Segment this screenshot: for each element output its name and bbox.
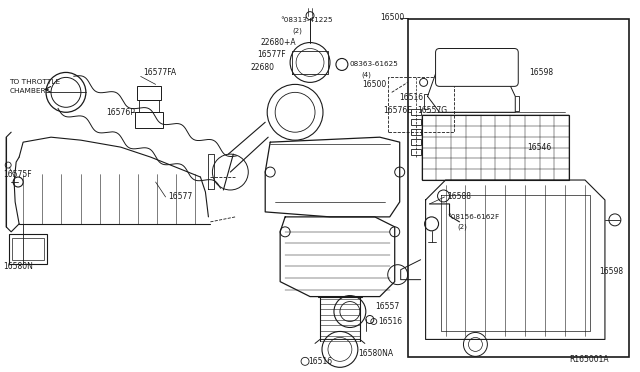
Text: 16516: 16516 bbox=[400, 93, 424, 102]
Text: 16575F: 16575F bbox=[3, 170, 32, 179]
Text: TO THROTTLE: TO THROTTLE bbox=[9, 79, 60, 86]
Text: °08313-41225: °08313-41225 bbox=[280, 17, 333, 23]
Text: 16500: 16500 bbox=[362, 80, 386, 89]
Text: 16516: 16516 bbox=[378, 317, 402, 326]
FancyBboxPatch shape bbox=[436, 48, 518, 86]
Text: 22680+A: 22680+A bbox=[260, 38, 296, 47]
Text: 22680: 22680 bbox=[250, 63, 275, 72]
Text: 16576E: 16576E bbox=[383, 106, 412, 115]
Bar bbox=[139, 100, 159, 112]
Bar bbox=[411, 129, 420, 135]
Text: 16557: 16557 bbox=[375, 302, 399, 311]
Text: (2): (2) bbox=[458, 224, 467, 230]
Bar bbox=[411, 139, 420, 145]
Text: (2): (2) bbox=[292, 27, 302, 34]
Text: 16598: 16598 bbox=[599, 267, 623, 276]
Bar bbox=[411, 109, 420, 115]
Text: 16580N: 16580N bbox=[3, 262, 33, 271]
Text: 16577FA: 16577FA bbox=[143, 68, 177, 77]
Text: 16500: 16500 bbox=[380, 13, 404, 22]
Bar bbox=[12, 238, 44, 260]
Circle shape bbox=[336, 58, 348, 70]
Text: 16546: 16546 bbox=[527, 142, 552, 152]
Bar bbox=[137, 86, 161, 100]
Text: CHAMBER: CHAMBER bbox=[9, 89, 46, 94]
Text: R165001A: R165001A bbox=[569, 355, 609, 364]
Text: 16588: 16588 bbox=[447, 192, 472, 202]
Text: 16576P: 16576P bbox=[106, 108, 134, 117]
Bar bbox=[411, 119, 420, 125]
Bar bbox=[134, 112, 163, 128]
Text: 16577: 16577 bbox=[168, 192, 193, 202]
Text: 16516: 16516 bbox=[308, 357, 332, 366]
Text: 16557G: 16557G bbox=[418, 106, 448, 115]
Text: (4): (4) bbox=[362, 71, 372, 78]
Text: °08156-6162F: °08156-6162F bbox=[447, 214, 500, 220]
Bar bbox=[422, 115, 569, 180]
Bar bbox=[9, 234, 47, 264]
Bar bbox=[408, 19, 629, 357]
Text: 16580NA: 16580NA bbox=[358, 349, 393, 358]
Text: 16598: 16598 bbox=[529, 68, 554, 77]
Text: 08363-61625: 08363-61625 bbox=[350, 61, 399, 67]
Text: 16577F: 16577F bbox=[257, 50, 286, 59]
Bar bbox=[411, 149, 420, 155]
